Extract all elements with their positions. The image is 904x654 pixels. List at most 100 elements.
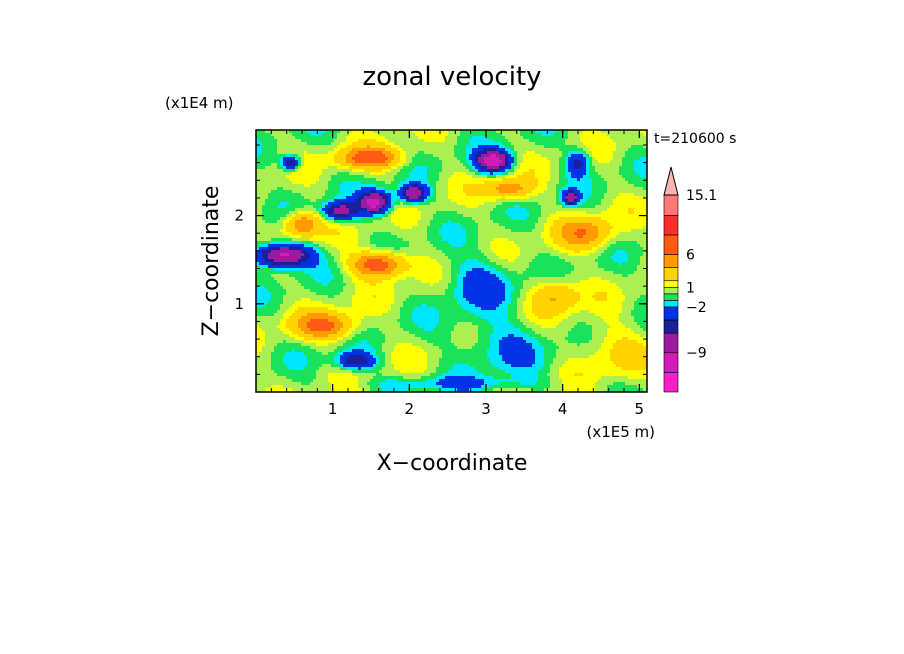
heatmap-cell xyxy=(364,157,368,161)
heatmap-cell xyxy=(532,181,536,185)
heatmap-cell xyxy=(394,226,398,230)
heatmap-cell xyxy=(550,202,554,206)
heatmap-cell xyxy=(361,181,365,185)
heatmap-cell xyxy=(313,205,317,209)
heatmap-cell xyxy=(427,166,431,170)
heatmap-cell xyxy=(331,145,335,149)
heatmap-cell xyxy=(601,145,605,149)
heatmap-cell xyxy=(274,166,278,170)
heatmap-cell xyxy=(595,211,599,215)
heatmap-cell xyxy=(634,214,638,218)
heatmap-cell xyxy=(577,202,581,206)
heatmap-cell xyxy=(322,217,326,221)
heatmap-cell xyxy=(577,184,581,188)
heatmap-cell xyxy=(340,238,344,242)
heatmap-cell xyxy=(625,229,629,233)
heatmap-cell xyxy=(484,187,488,191)
heatmap-cell xyxy=(415,178,419,182)
heatmap-cell xyxy=(595,193,599,197)
heatmap-cell xyxy=(412,229,416,233)
heatmap-cell xyxy=(388,238,392,242)
heatmap-cell xyxy=(556,184,560,188)
heatmap-cell xyxy=(454,178,458,182)
heatmap-cell xyxy=(460,133,464,137)
heatmap-cell xyxy=(268,232,272,236)
heatmap-cell xyxy=(517,226,521,230)
heatmap-cell xyxy=(511,229,515,233)
heatmap-cell xyxy=(592,154,596,158)
heatmap-cell xyxy=(346,157,350,161)
heatmap-cell xyxy=(334,178,338,182)
heatmap-cell xyxy=(310,238,314,242)
heatmap-cell xyxy=(394,220,398,224)
heatmap-cell xyxy=(442,238,446,242)
heatmap-cell xyxy=(406,232,410,236)
heatmap-cell xyxy=(457,238,461,242)
heatmap-cell xyxy=(457,205,461,209)
heatmap-cell xyxy=(637,157,641,161)
heatmap-cell xyxy=(328,217,332,221)
heatmap-cell xyxy=(616,157,620,161)
heatmap-cell xyxy=(508,241,512,245)
heatmap-cell xyxy=(574,172,578,176)
heatmap-cell xyxy=(526,130,530,134)
heatmap-cell xyxy=(499,181,503,185)
heatmap-cell xyxy=(640,199,644,203)
heatmap-cell xyxy=(349,130,353,134)
heatmap-cell xyxy=(340,166,344,170)
heatmap-cell xyxy=(373,172,377,176)
heatmap-cell xyxy=(283,208,287,212)
heatmap-cell xyxy=(304,244,308,248)
heatmap-cell xyxy=(574,211,578,215)
heatmap-cell xyxy=(508,223,512,227)
heatmap-cell xyxy=(460,139,464,143)
heatmap-cell xyxy=(322,148,326,152)
heatmap-cell xyxy=(382,151,386,155)
heatmap-cell xyxy=(412,157,416,161)
heatmap-cell xyxy=(436,205,440,209)
heatmap-cell xyxy=(412,232,416,236)
heatmap-cell xyxy=(415,217,419,221)
heatmap-cell xyxy=(313,190,317,194)
heatmap-cell xyxy=(385,199,389,203)
heatmap-cell xyxy=(634,175,638,179)
heatmap-cell xyxy=(625,235,629,239)
heatmap-cell xyxy=(316,148,320,152)
heatmap-cell xyxy=(604,214,608,218)
heatmap-cell xyxy=(463,145,467,149)
heatmap-cell xyxy=(640,130,644,134)
heatmap-cell xyxy=(460,190,464,194)
heatmap-cell xyxy=(388,235,392,239)
heatmap-cell xyxy=(550,154,554,158)
heatmap-cell xyxy=(574,154,578,158)
heatmap-cell xyxy=(442,166,446,170)
heatmap-cell xyxy=(511,142,515,146)
heatmap-cell xyxy=(574,148,578,152)
heatmap-cell xyxy=(427,169,431,173)
heatmap-cell xyxy=(529,202,533,206)
heatmap-cell xyxy=(277,142,281,146)
heatmap-cell xyxy=(448,229,452,233)
heatmap-cell xyxy=(406,223,410,227)
heatmap-cell xyxy=(292,181,296,185)
heatmap-cell xyxy=(301,238,305,242)
heatmap-cell xyxy=(547,229,551,233)
heatmap-cell xyxy=(544,211,548,215)
heatmap-cell xyxy=(373,241,377,245)
heatmap-cell xyxy=(406,199,410,203)
heatmap-cell xyxy=(622,142,626,146)
heatmap-cell xyxy=(592,142,596,146)
heatmap-cell xyxy=(556,181,560,185)
heatmap-cell xyxy=(601,232,605,236)
heatmap-cell xyxy=(343,136,347,140)
heatmap-cell xyxy=(349,157,353,161)
heatmap-cell xyxy=(301,229,305,233)
heatmap-cell xyxy=(592,148,596,152)
heatmap-cell xyxy=(559,193,563,197)
heatmap-cell xyxy=(574,193,578,197)
heatmap-cell xyxy=(367,193,371,197)
heatmap-cell xyxy=(274,244,278,248)
heatmap-cell xyxy=(358,145,362,149)
heatmap-cell xyxy=(457,223,461,227)
heatmap-cell xyxy=(541,220,545,224)
